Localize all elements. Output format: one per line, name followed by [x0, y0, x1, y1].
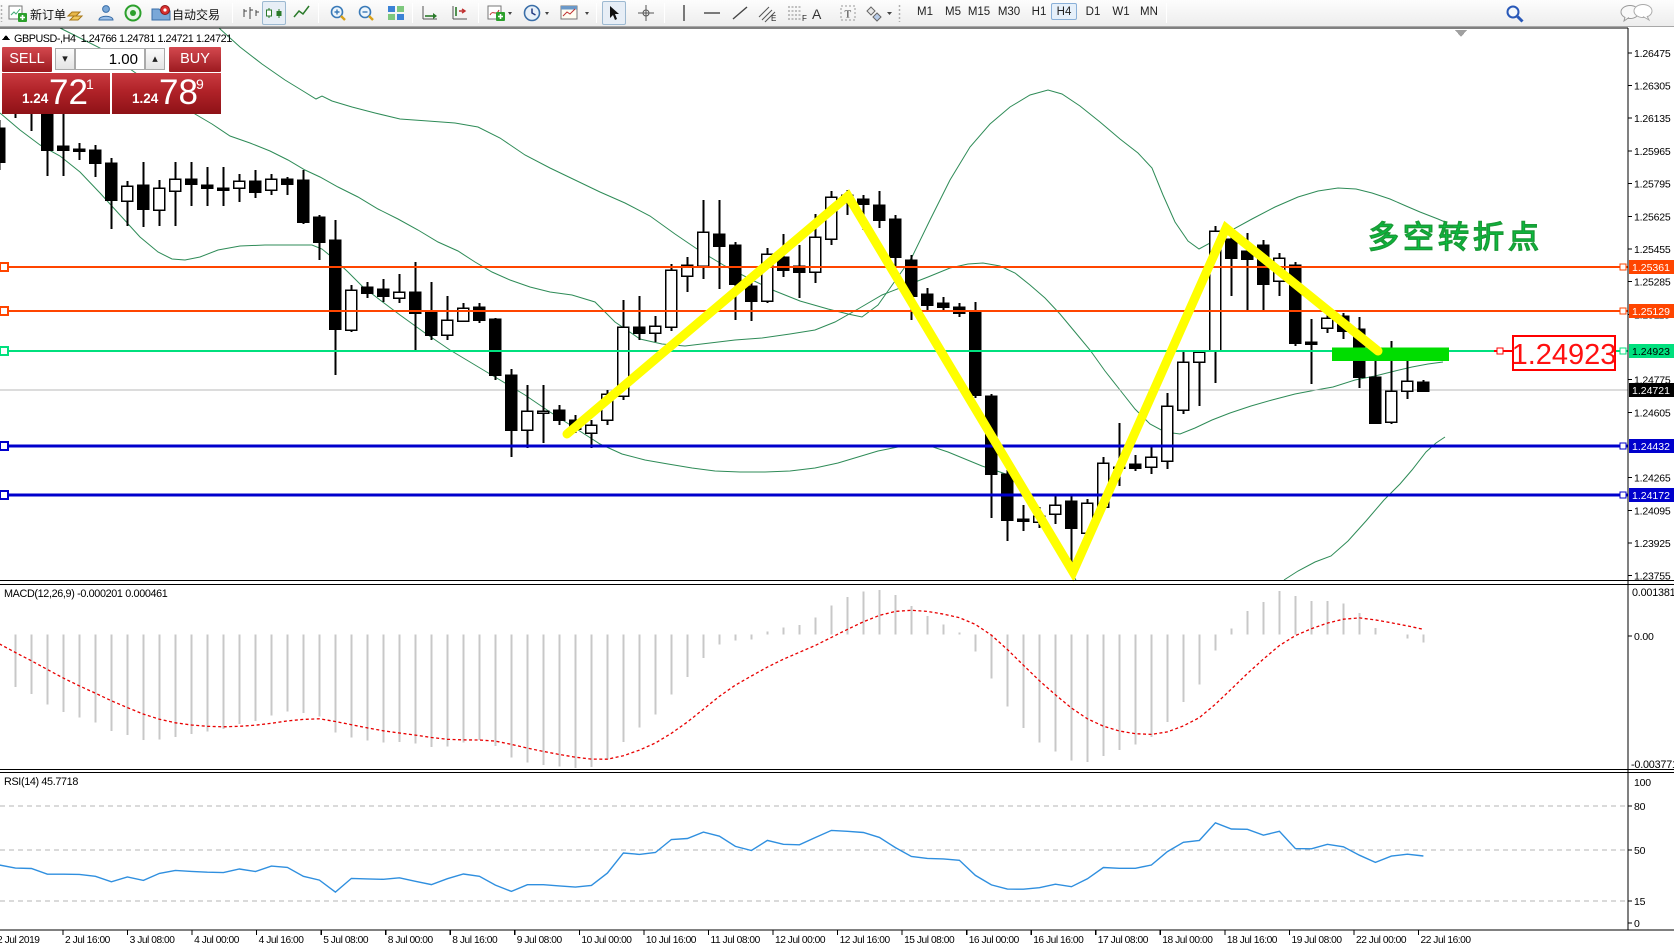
svg-text:15: 15	[1634, 896, 1646, 908]
svg-text:1.25795: 1.25795	[1634, 179, 1671, 191]
svg-text:15 Jul 08:00: 15 Jul 08:00	[904, 935, 955, 946]
svg-text:22 Jul 00:00: 22 Jul 00:00	[1356, 935, 1407, 946]
svg-text:1.25455: 1.25455	[1634, 244, 1671, 256]
svg-text:1.24432: 1.24432	[1632, 441, 1670, 453]
svg-text:10 Jul 00:00: 10 Jul 00:00	[581, 935, 632, 946]
svg-text:0.00: 0.00	[1634, 631, 1654, 643]
svg-text:1.24265: 1.24265	[1634, 473, 1671, 485]
svg-text:10 Jul 16:00: 10 Jul 16:00	[646, 935, 697, 946]
svg-text:9 Jul 08:00: 9 Jul 08:00	[517, 935, 563, 946]
svg-text:1.25361: 1.25361	[1632, 262, 1670, 274]
svg-text:11 Jul 08:00: 11 Jul 08:00	[711, 935, 761, 946]
svg-text:17 Jul 08:00: 17 Jul 08:00	[1098, 935, 1149, 946]
svg-text:-0.003771: -0.003771	[1631, 759, 1674, 771]
svg-text:22 Jul 16:00: 22 Jul 16:00	[1421, 935, 1472, 946]
svg-text:3 Jul 08:00: 3 Jul 08:00	[130, 935, 176, 946]
svg-text:16 Jul 16:00: 16 Jul 16:00	[1033, 935, 1084, 946]
svg-text:2 Jul 2019: 2 Jul 2019	[0, 935, 40, 946]
svg-text:2 Jul 16:00: 2 Jul 16:00	[65, 935, 111, 946]
svg-text:1.24095: 1.24095	[1634, 505, 1671, 517]
svg-text:16 Jul 00:00: 16 Jul 00:00	[969, 935, 1020, 946]
svg-text:1.26305: 1.26305	[1634, 81, 1671, 93]
svg-text:18 Jul 16:00: 18 Jul 16:00	[1227, 935, 1278, 946]
svg-text:1.23755: 1.23755	[1634, 571, 1671, 583]
svg-text:18 Jul 00:00: 18 Jul 00:00	[1162, 935, 1213, 946]
svg-text:0: 0	[1634, 918, 1640, 930]
svg-text:0.001381: 0.001381	[1632, 587, 1674, 599]
svg-text:8 Jul 00:00: 8 Jul 00:00	[388, 935, 434, 946]
svg-text:80: 80	[1634, 801, 1646, 813]
svg-text:1.25625: 1.25625	[1634, 211, 1671, 223]
svg-text:1.25129: 1.25129	[1632, 306, 1670, 318]
svg-text:1.24605: 1.24605	[1634, 407, 1671, 419]
svg-text:1.25965: 1.25965	[1634, 146, 1671, 158]
svg-text:8 Jul 16:00: 8 Jul 16:00	[452, 935, 498, 946]
svg-text:1.23925: 1.23925	[1634, 538, 1671, 550]
svg-text:多空转折点: 多空转折点	[1368, 220, 1543, 255]
svg-text:E: E	[771, 14, 776, 23]
svg-text:RSI(14) 45.7718: RSI(14) 45.7718	[4, 776, 78, 788]
svg-text:GBPUSD-,H4 1.24766 1.24781 1.: GBPUSD-,H4 1.24766 1.24781 1.24721 1.247…	[14, 33, 232, 45]
svg-text:1.24172: 1.24172	[1632, 490, 1670, 502]
svg-text:4 Jul 00:00: 4 Jul 00:00	[194, 935, 240, 946]
svg-text:12 Jul 16:00: 12 Jul 16:00	[840, 935, 891, 946]
svg-text:MACD(12,26,9) -0.000201 0.0004: MACD(12,26,9) -0.000201 0.000461	[4, 588, 168, 600]
svg-text:100: 100	[1634, 777, 1651, 789]
svg-text:1.26475: 1.26475	[1634, 48, 1671, 60]
svg-text:1.24923: 1.24923	[1632, 346, 1670, 358]
svg-text:50: 50	[1634, 845, 1646, 857]
svg-text:12 Jul 00:00: 12 Jul 00:00	[775, 935, 826, 946]
svg-text:1.24923: 1.24923	[1512, 339, 1617, 371]
svg-text:1.24721: 1.24721	[1632, 385, 1670, 397]
svg-text:19 Jul 08:00: 19 Jul 08:00	[1292, 935, 1343, 946]
svg-text:5 Jul 08:00: 5 Jul 08:00	[323, 935, 369, 946]
svg-text:F: F	[802, 14, 807, 23]
svg-text:1.25285: 1.25285	[1634, 277, 1671, 289]
svg-text:T: T	[845, 9, 852, 21]
svg-text:4 Jul 16:00: 4 Jul 16:00	[259, 935, 305, 946]
svg-text:1.26135: 1.26135	[1634, 113, 1671, 125]
